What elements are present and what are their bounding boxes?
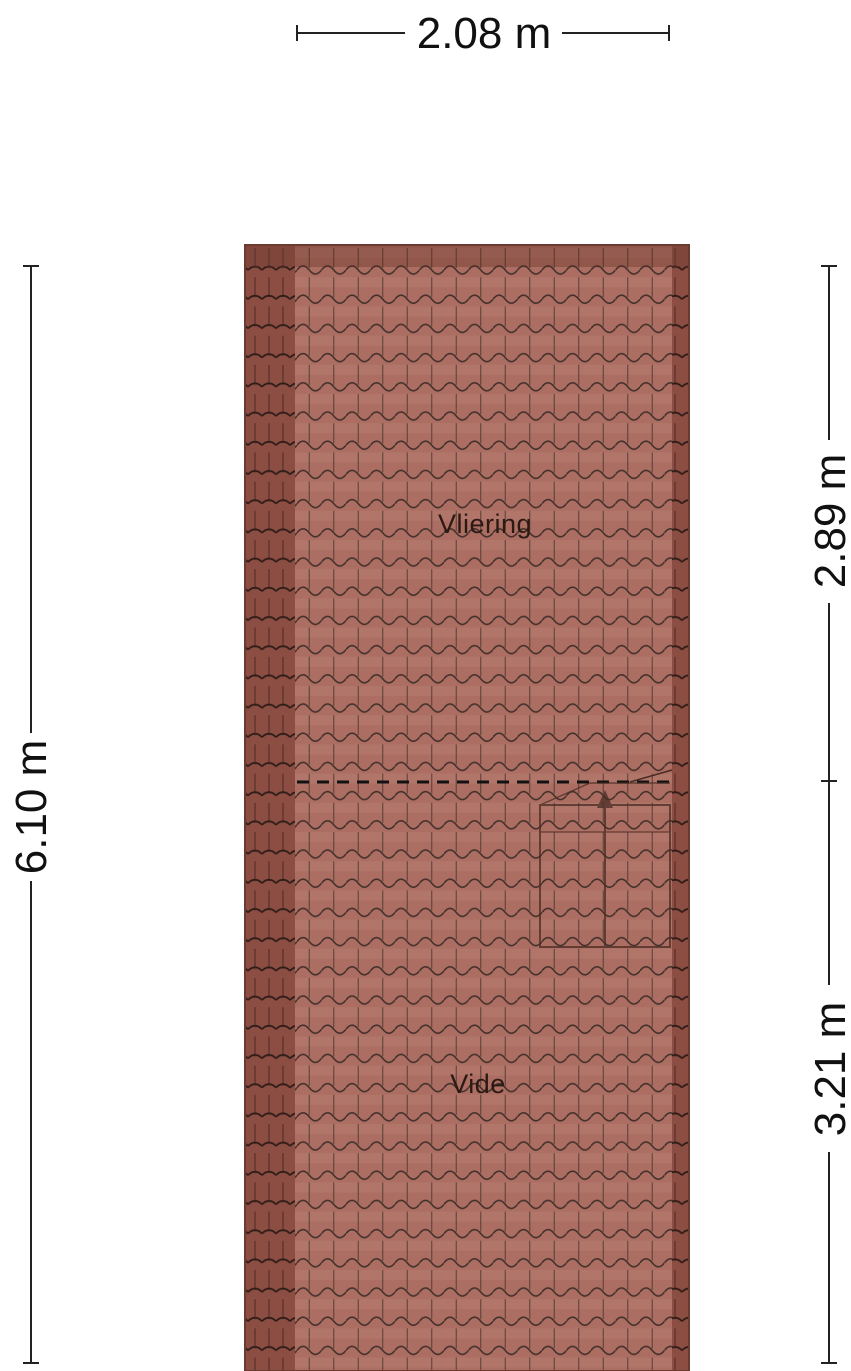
dimension-right-upper-label: 2.89 m [806, 454, 851, 589]
roof-outline [244, 244, 690, 1371]
dimension-top: 2.08 m [296, 9, 670, 58]
dimension-right: 2.89 m 3.21 m [806, 265, 851, 1364]
roof [244, 244, 690, 1371]
room-label-vliering: Vliering [438, 509, 532, 539]
dimension-top-label: 2.08 m [417, 9, 552, 58]
stair-up-arrow-icon [597, 790, 613, 808]
dimension-left: 6.10 m [7, 265, 56, 1364]
dimension-right-lower-label: 3.21 m [806, 1002, 851, 1137]
dimension-left-label: 6.10 m [7, 740, 56, 875]
roof-background [245, 245, 689, 1371]
divider-slope [629, 769, 673, 783]
roof-left-edge [245, 245, 295, 1371]
stair-hatch [539, 782, 671, 948]
roof-inner-field [295, 267, 672, 1371]
roof-right-edge [672, 245, 689, 1371]
roof-top-shade [245, 245, 689, 267]
room-label-vide: Vide [450, 1069, 506, 1099]
stair-diagonal [539, 782, 591, 806]
